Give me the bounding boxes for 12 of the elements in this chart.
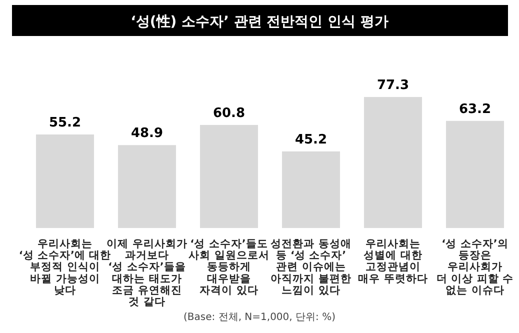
x-tick-label: ‘성 소수자’들도 사회 일원으로서 동등하게 대우받을 자격이 있다: [188, 238, 270, 296]
data-label: 63.2: [458, 102, 492, 117]
data-label: 60.8: [212, 106, 246, 121]
data-label: 55.2: [48, 115, 82, 130]
x-tick-label: ‘성 소수자’의 등장은 우리사회가 더 이상 피할 수 없는 이슈다: [436, 238, 514, 296]
data-label: 48.9: [130, 126, 164, 142]
chart-title: ‘성(性) 소수자’ 관련 전반적인 인식 평가: [130, 14, 388, 30]
text: (Base: 전체, N=1,000, 단위: %): [184, 312, 336, 323]
x-tick-label: 우리사회는 성별에 대한 고정관념이 매우 뚜렷하다: [358, 238, 428, 285]
data-label: 77.3: [376, 78, 410, 93]
data-label: 45.2: [294, 132, 328, 148]
x-tick-label: 성전환과 동성애 등 ‘성 소수자’ 관련 이슈에는 아직까지 불편한 느낌이 있다: [270, 238, 352, 296]
